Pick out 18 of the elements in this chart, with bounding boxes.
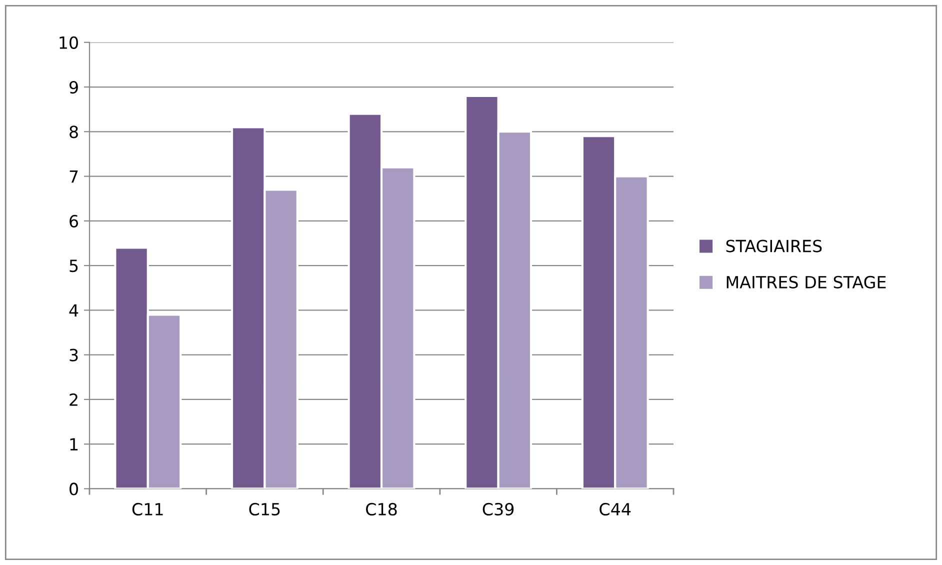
x-tick-label: C39: [482, 502, 514, 516]
y-tick-label: 1: [70, 438, 78, 450]
y-tick-label: 7: [70, 170, 78, 183]
y-tick-label: 2: [70, 393, 78, 406]
y-tick-label: 3: [70, 348, 78, 362]
x-tick-label: C18: [366, 502, 397, 516]
legend-label: MAITRES DE STAGE: [726, 276, 886, 288]
y-tick-label: 0: [70, 482, 78, 496]
x-tick-label: C11: [132, 502, 163, 516]
x-tick-label: C44: [600, 502, 631, 516]
y-tick-label: 10: [60, 36, 78, 49]
x-tick-label: C15: [249, 502, 280, 516]
legend-label: STAGIAIRES: [726, 240, 822, 252]
y-tick-label: 9: [70, 80, 78, 94]
y-tick-label: 8: [70, 126, 78, 138]
y-tick-label: 4: [69, 304, 78, 317]
y-tick-label: 5: [70, 260, 78, 272]
y-tick-label: 6: [70, 214, 78, 228]
